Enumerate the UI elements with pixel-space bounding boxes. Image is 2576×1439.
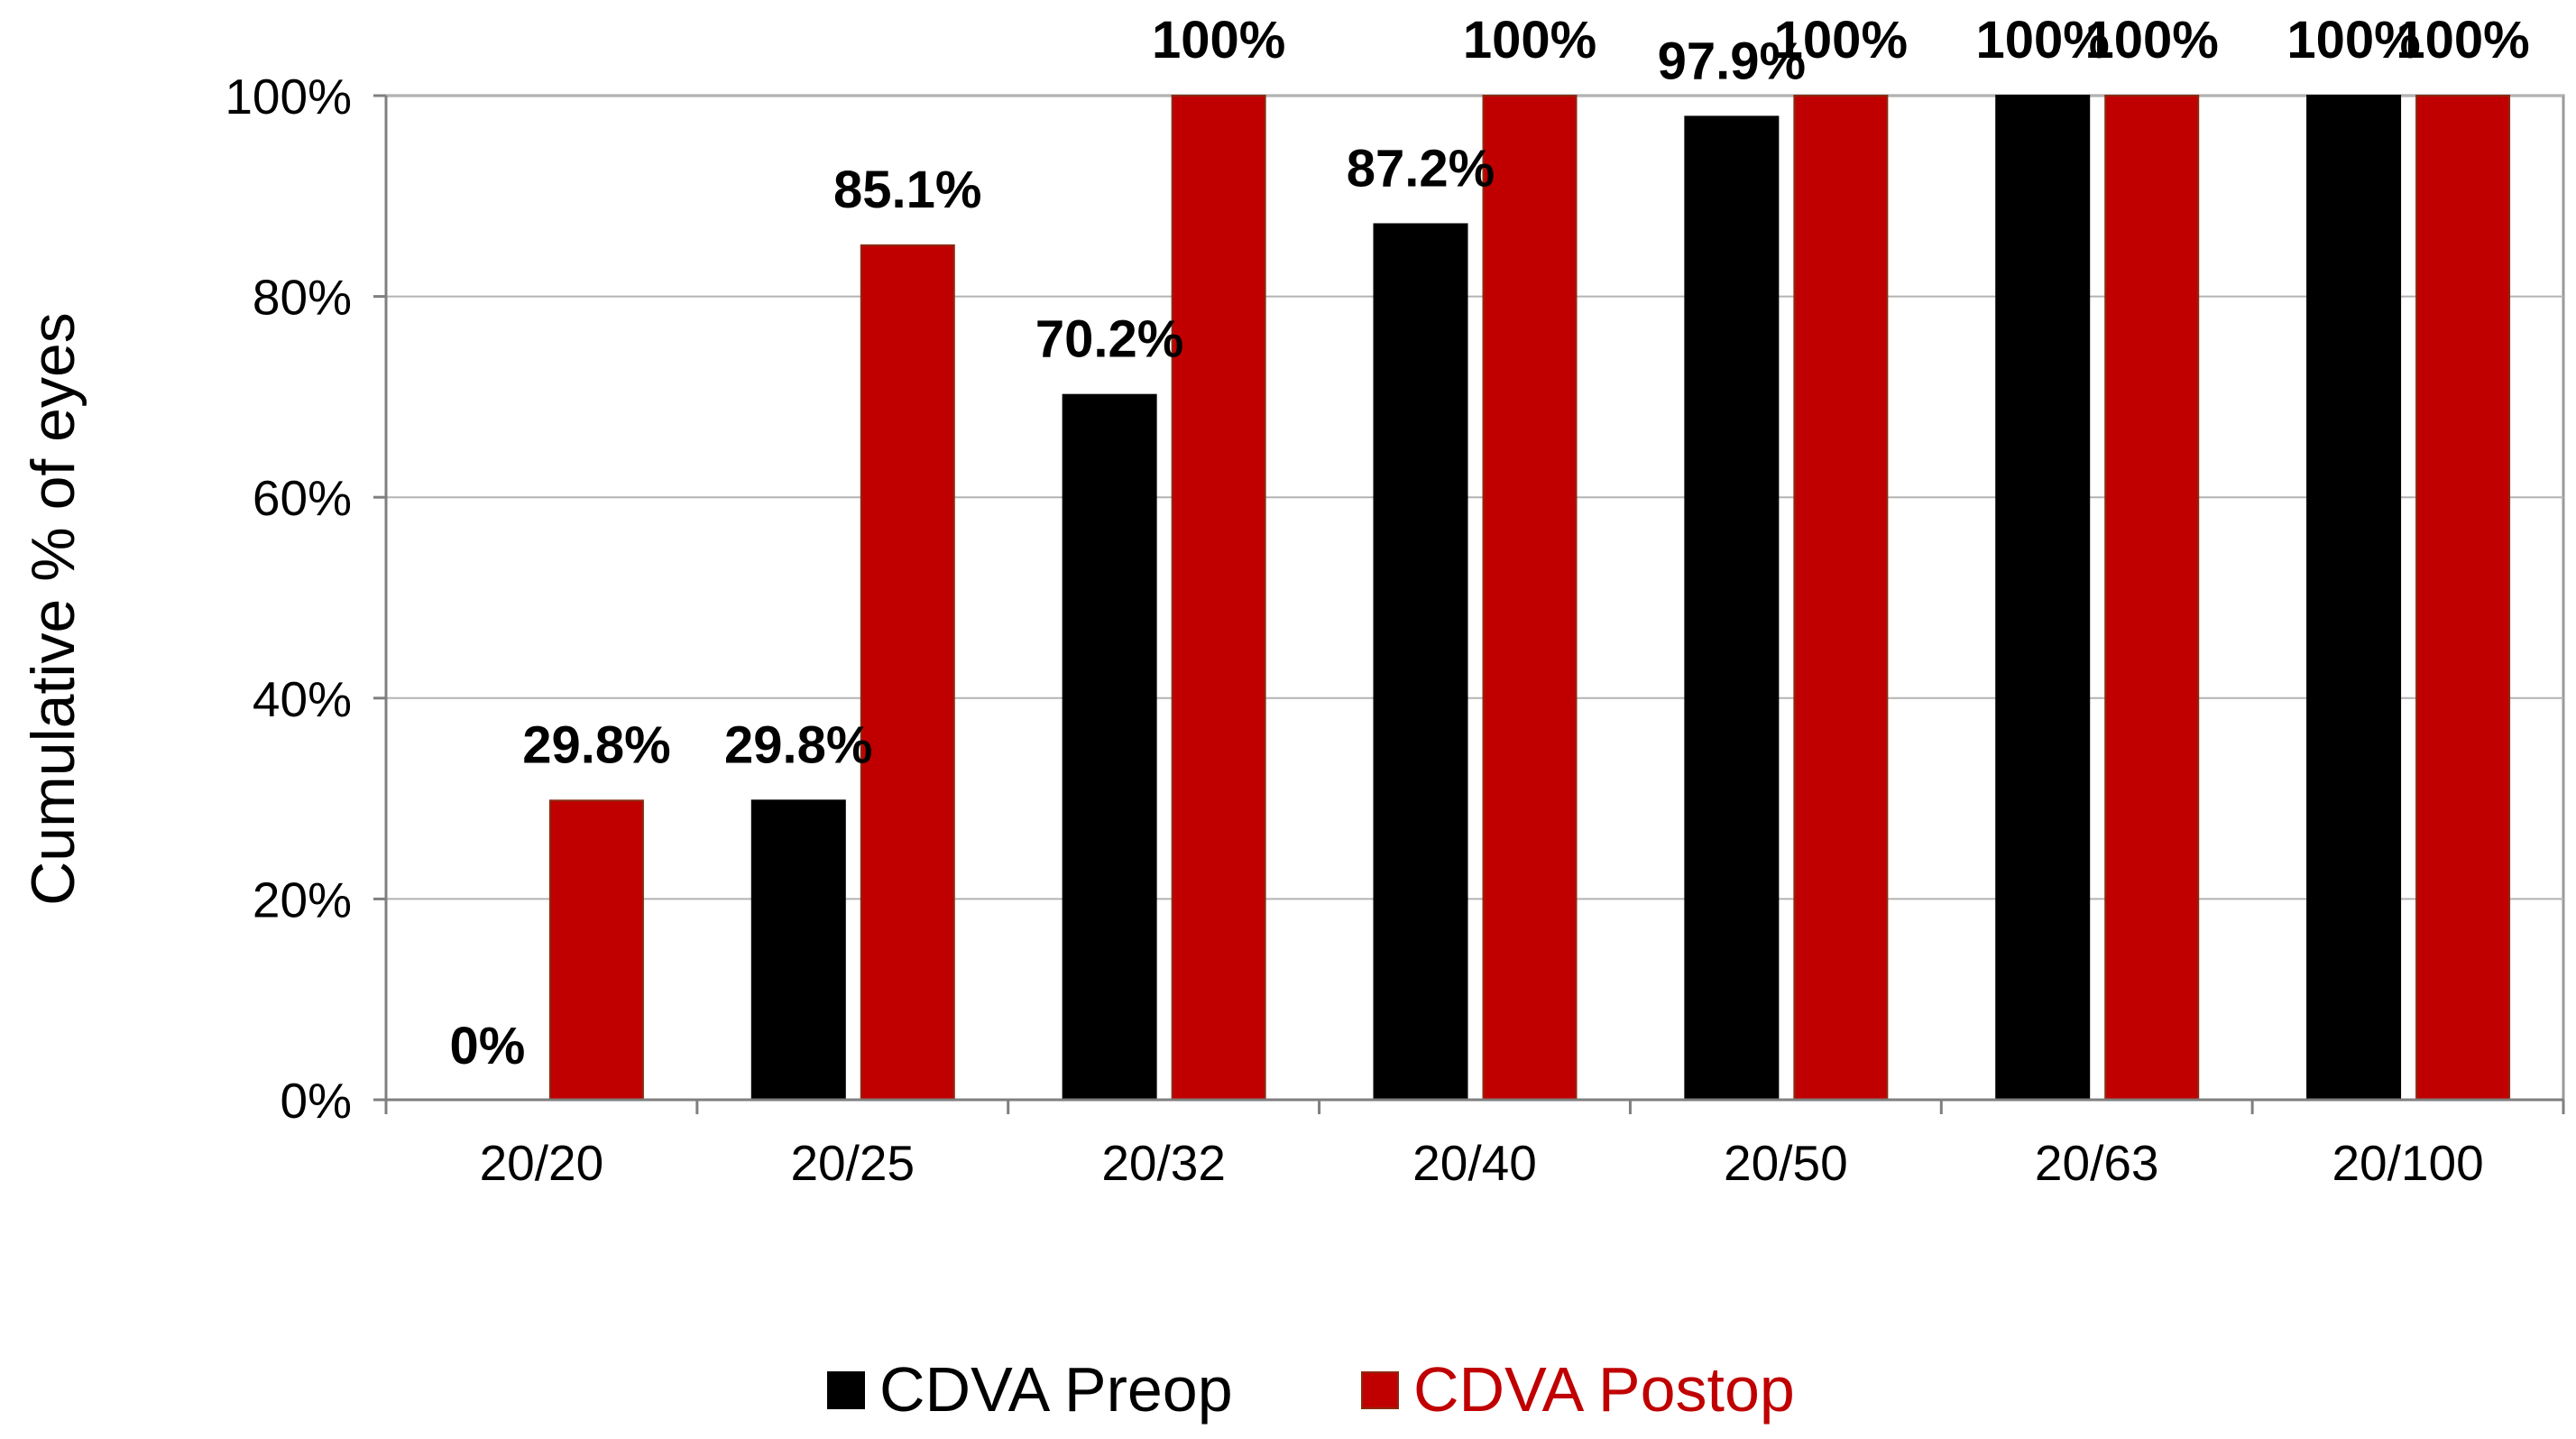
data-label: 100% [1976, 11, 2110, 69]
data-label: 85.1% [833, 161, 981, 219]
x-tick-label: 20/50 [1724, 1135, 1848, 1191]
data-label: 100% [1463, 11, 1596, 69]
x-tick-label: 20/25 [790, 1135, 915, 1191]
data-label: 100% [1774, 11, 1908, 69]
plot-area-border [384, 94, 2565, 1102]
bar-cdva-postop [860, 244, 955, 1102]
data-labels: 0%29.8%70.2%87.2%97.9% 100% 100%29.8%85.1%… [450, 11, 2530, 1075]
legend-label: CDVA Postop [1413, 1354, 1795, 1425]
x-tick-label: 20/100 [2332, 1135, 2483, 1191]
bar-cdva-preop [1684, 115, 1780, 1101]
bar-cdva-postop [1482, 95, 1578, 1101]
y-tick-label: 60% [253, 470, 352, 526]
data-label: 97.9% [1658, 32, 1806, 90]
y-tick-label: 20% [253, 872, 352, 927]
legend: CDVA Preop CDVA Postop [827, 1354, 1795, 1425]
x-tick-label: 20/32 [1101, 1135, 1226, 1191]
y-axis-title: Cumulative % of eyes [19, 312, 87, 906]
bar-cdva-preop [1373, 223, 1468, 1102]
y-tick-label: 40% [253, 671, 352, 727]
data-label: 0% [450, 1017, 526, 1075]
data-label: 70.2% [1035, 310, 1183, 369]
bar-cdva-postop [1171, 95, 1266, 1101]
bars [548, 95, 2511, 1102]
legend-swatch [827, 1371, 865, 1409]
data-label: 29.8% [522, 715, 670, 774]
bar-cdva-postop [2415, 95, 2511, 1101]
gridlines [384, 94, 2565, 1102]
data-label: 87.2% [1347, 139, 1495, 198]
bar-cdva-postop [1793, 95, 1889, 1101]
bar-cdva-preop [1062, 393, 1157, 1101]
axes: 0% 20% 40% 60% 80% 100% 20/20 20/25 20/32 20/40 20… [225, 69, 2565, 1191]
y-tick-label: 0% [281, 1073, 353, 1129]
bar-cdva-preop [1995, 95, 2091, 1101]
data-label: 29.8% [724, 715, 872, 774]
legend-swatch [1361, 1371, 1399, 1409]
y-tick-label: 80% [253, 270, 352, 326]
legend-label: CDVA Preop [879, 1354, 1233, 1425]
bar-cdva-preop [750, 799, 846, 1101]
data-label: 100% [2396, 11, 2529, 69]
bar-cdva-postop [548, 799, 644, 1101]
x-tick-label: 20/63 [2035, 1135, 2159, 1191]
data-label: 100% [2286, 11, 2420, 69]
x-tick-label: 20/40 [1412, 1135, 1537, 1191]
y-tick-label: 100% [225, 69, 352, 125]
bar-cdva-preop [2306, 95, 2402, 1101]
data-label: 100% [1152, 11, 1285, 69]
bar-cdva-postop [2104, 95, 2200, 1101]
x-tick-label: 20/20 [480, 1135, 604, 1191]
data-label: 100% [2085, 11, 2219, 69]
